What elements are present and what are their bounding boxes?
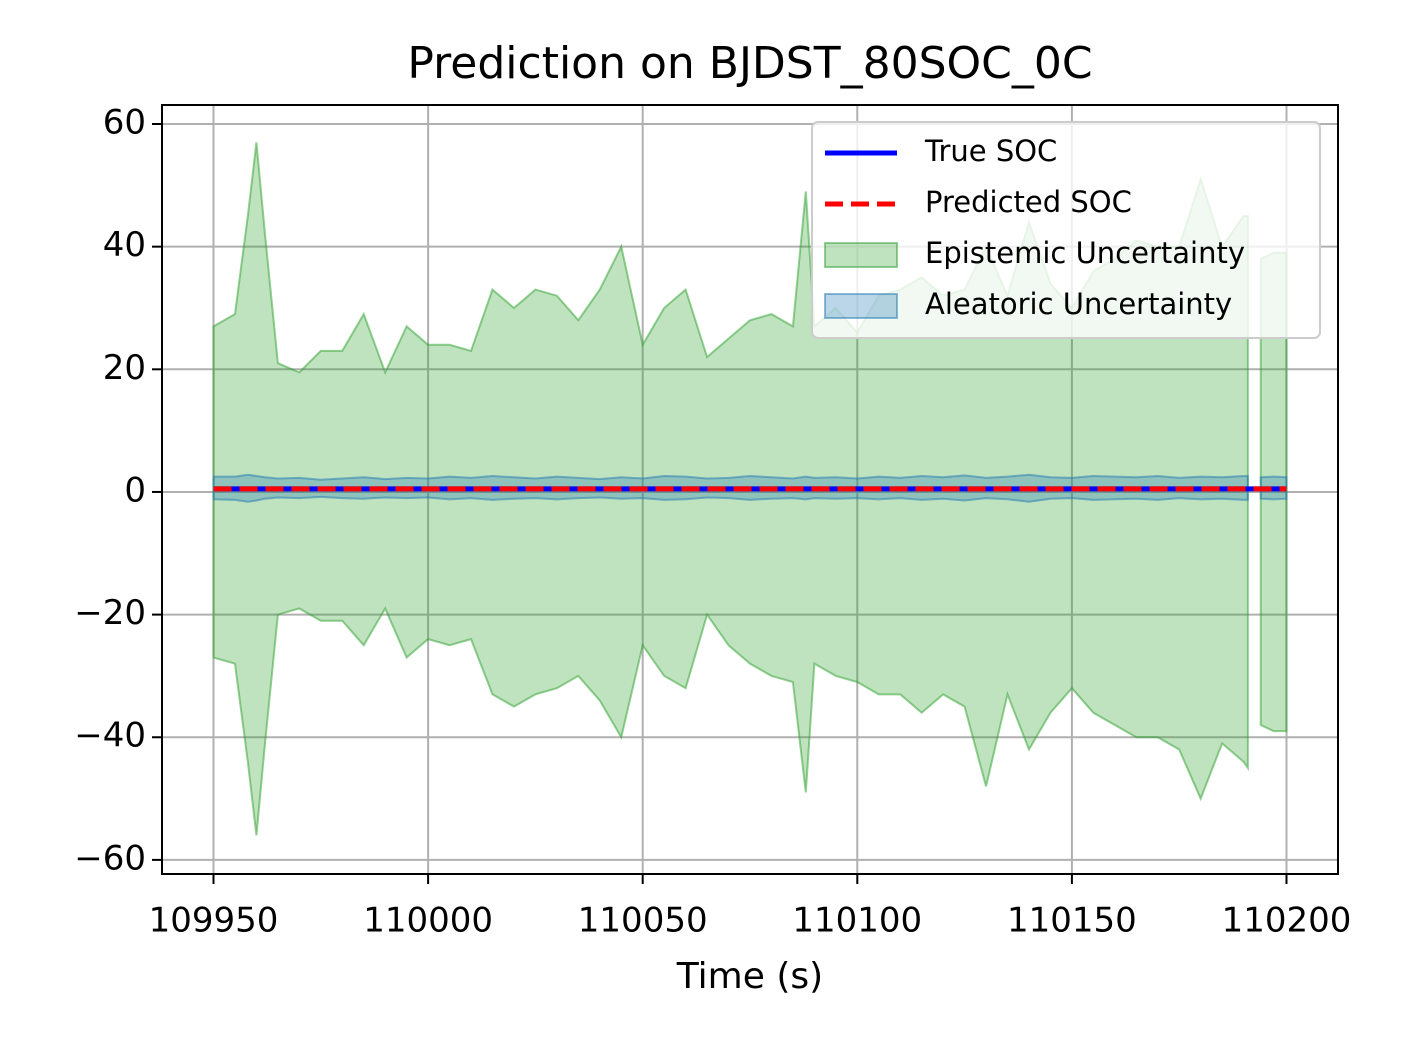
legend-label: Predicted SOC: [925, 185, 1132, 219]
x-tick-label: 110200: [1222, 901, 1352, 941]
y-tick-label: −40: [74, 716, 146, 756]
plot-frame: [161, 104, 1339, 875]
legend-label: Aleatoric Uncertainty: [925, 287, 1232, 321]
legend-label: Epistemic Uncertainty: [925, 236, 1245, 270]
legend-swatch: [824, 293, 898, 319]
y-tick-label: −60: [74, 838, 146, 878]
chart-title: Prediction on BJDST_80SOC_0C: [407, 38, 1092, 89]
x-tick-label: 110100: [792, 901, 922, 941]
x-tick-label: 110000: [363, 901, 493, 941]
legend-label: True SOC: [924, 134, 1057, 168]
y-tick-label: 40: [103, 225, 146, 265]
x-tick-label: 110050: [578, 901, 708, 941]
legend-swatch: [824, 242, 898, 268]
y-tick-label: 20: [103, 348, 146, 388]
y-tick-label: 60: [103, 103, 146, 143]
x-tick-label: 109950: [149, 901, 279, 941]
x-tick-label: 110150: [1007, 901, 1137, 941]
legend-box: [811, 121, 1321, 339]
y-tick-label: 0: [124, 470, 146, 510]
y-tick-label: −20: [74, 593, 146, 633]
x-axis-label: Time (s): [676, 956, 823, 997]
